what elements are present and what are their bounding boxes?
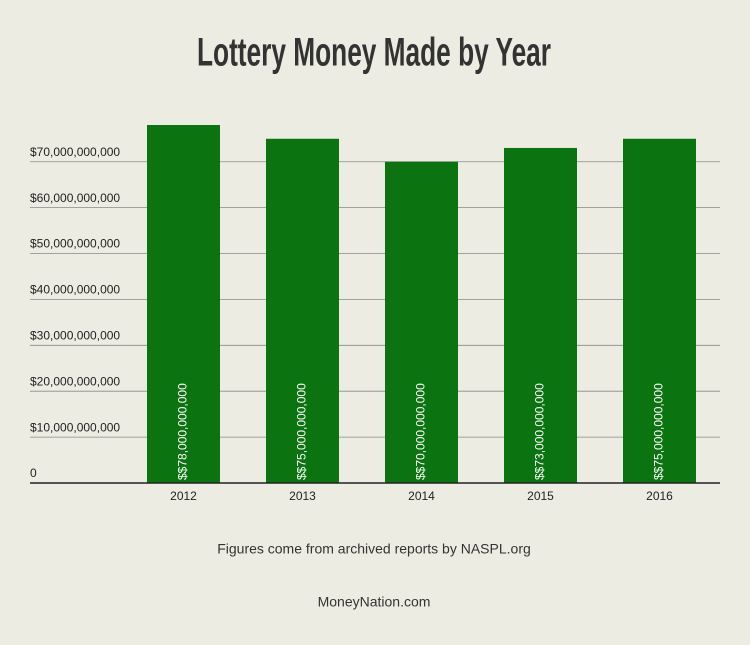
y-tick-label: $70,000,000,000 xyxy=(30,145,120,159)
value-label: $$75,000,000,000 xyxy=(652,383,666,480)
site-credit: MoneyNation.com xyxy=(318,594,431,610)
y-tick-label: $20,000,000,000 xyxy=(30,374,120,388)
value-label: $$70,000,000,000 xyxy=(414,383,428,480)
y-tick-label: $30,000,000,000 xyxy=(30,328,120,342)
source-note: Figures come from archived reports by NA… xyxy=(217,541,531,557)
value-label: $$78,000,000,000 xyxy=(176,383,190,480)
value-label: $$73,000,000,000 xyxy=(533,383,547,480)
y-tick-label: 0 xyxy=(30,466,37,480)
bar xyxy=(385,161,458,483)
y-tick-label: $50,000,000,000 xyxy=(30,237,120,251)
bar xyxy=(623,138,696,483)
bar xyxy=(147,125,220,483)
x-tick-label: 2014 xyxy=(408,489,435,503)
chart-title: Lottery Money Made by Year xyxy=(197,31,551,75)
bar xyxy=(266,138,339,483)
x-tick-label: 2015 xyxy=(527,489,554,503)
y-tick-label: $40,000,000,000 xyxy=(30,283,120,297)
bar xyxy=(504,147,577,483)
x-tick-label: 2012 xyxy=(170,489,197,503)
y-tick-label: $10,000,000,000 xyxy=(30,420,120,434)
value-label: $$75,000,000,000 xyxy=(295,383,309,480)
y-tick-label: $60,000,000,000 xyxy=(30,191,120,205)
x-tick-label: 2013 xyxy=(289,489,316,503)
x-tick-label: 2016 xyxy=(646,489,673,503)
